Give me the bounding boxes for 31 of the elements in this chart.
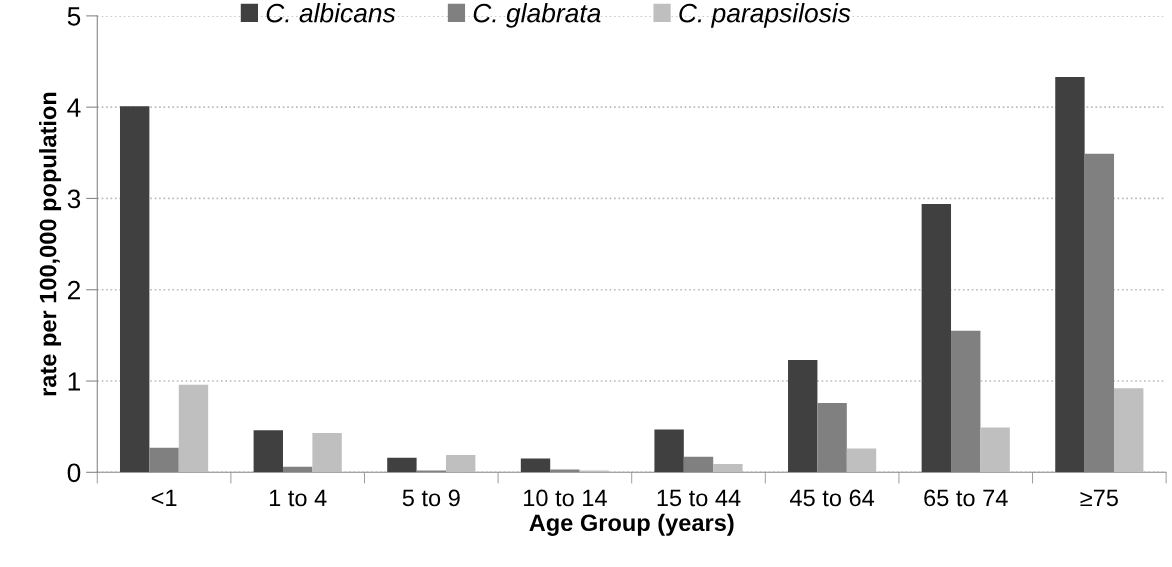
x-tick-label: 5 to 9 [402, 489, 460, 507]
y-tick-label: 4 [67, 98, 81, 117]
y-tick-label: 2 [67, 280, 80, 300]
x-tick-label: <1 [151, 489, 177, 507]
bar [520, 458, 551, 473]
legend-label: C. parapsilosis [679, 3, 851, 28]
bar [921, 203, 952, 473]
x-tick-label: 10 to 14 [524, 489, 607, 507]
bar [312, 433, 342, 473]
bar [119, 106, 150, 473]
x-tick-label: 15 to 44 [657, 489, 741, 507]
y-tick-label: 3 [67, 189, 81, 209]
bar [253, 430, 283, 473]
bar [846, 448, 877, 473]
bar [980, 427, 1010, 473]
x-tick-label: ≥75 [1080, 489, 1118, 507]
x-tick-label: 65 to 74 [924, 489, 1008, 507]
x-axis-title: Age Group (years) [529, 513, 734, 536]
y-tick-label: 5 [67, 7, 81, 26]
y-tick-label: 0 [67, 463, 81, 483]
legend-label: C. glabrata [473, 3, 601, 28]
bar [788, 360, 818, 473]
x-tick-label: 1 to 4 [269, 489, 327, 507]
legend-label: C. albicans [266, 3, 396, 23]
y-axis-title: rate per 100,000 population [39, 92, 62, 396]
bar [1055, 77, 1085, 473]
bar [445, 454, 476, 473]
bar [387, 457, 417, 473]
y-tick-label: 1 [68, 372, 81, 391]
x-tick-label: 45 to 64 [790, 489, 875, 507]
bar [654, 429, 684, 473]
